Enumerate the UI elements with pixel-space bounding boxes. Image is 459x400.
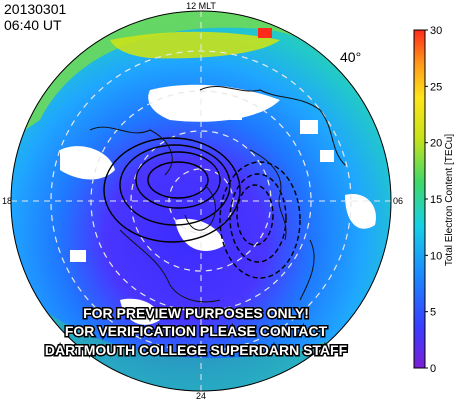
convection-contours	[103, 137, 301, 279]
no-data-patches	[60, 84, 376, 325]
colorbar-gradient	[413, 29, 426, 369]
mlt-label-top: 12 MLT	[186, 1, 216, 11]
colorbar-tick-label: 20	[430, 138, 442, 150]
colorbar-tick-label: 5	[430, 307, 436, 319]
date-label: 20130301	[4, 1, 67, 17]
watermark-line-3: DARTMOUTH COLLEGE SUPERDARN STAFF	[45, 342, 348, 358]
colorbar-tick-label: 25	[430, 81, 442, 93]
colorbar-tick-label: 30	[430, 25, 442, 37]
tec-map	[10, 10, 392, 392]
colorbar-tick-label: 15	[430, 194, 442, 206]
watermark-line-2: FOR VERIFICATION PLEASE CONTACT	[65, 323, 328, 339]
coastlines	[89, 86, 346, 303]
time-label: 06:40 UT	[4, 17, 62, 33]
mlt-label-right: 06	[393, 196, 403, 206]
colorbar-tick-label: 10	[430, 250, 442, 262]
colorbar-tick-label: 0	[430, 363, 436, 375]
watermark-line-1: FOR PREVIEW PURPOSES ONLY!	[83, 305, 309, 321]
peak-tec-region	[110, 31, 280, 59]
latitude-label: 40°	[340, 49, 361, 65]
colorbar-title: Total Electron Content [TECu]	[444, 134, 455, 267]
colorbar: 0 5 10 15 20 25 30 Total Electron Content [TEC…	[413, 25, 455, 375]
preview-watermark: FOR PREVIEW PURPOSES ONLY! FOR VERIFICAT…	[43, 304, 349, 360]
mlt-label-left: 18	[2, 196, 12, 206]
high-tec-region	[11, 11, 390, 140]
mlt-label-bottom: 24	[196, 391, 206, 400]
colorbar-ticks: 0 5 10 15 20 25 30	[425, 25, 442, 375]
mlt-meridians	[11, 11, 391, 391]
